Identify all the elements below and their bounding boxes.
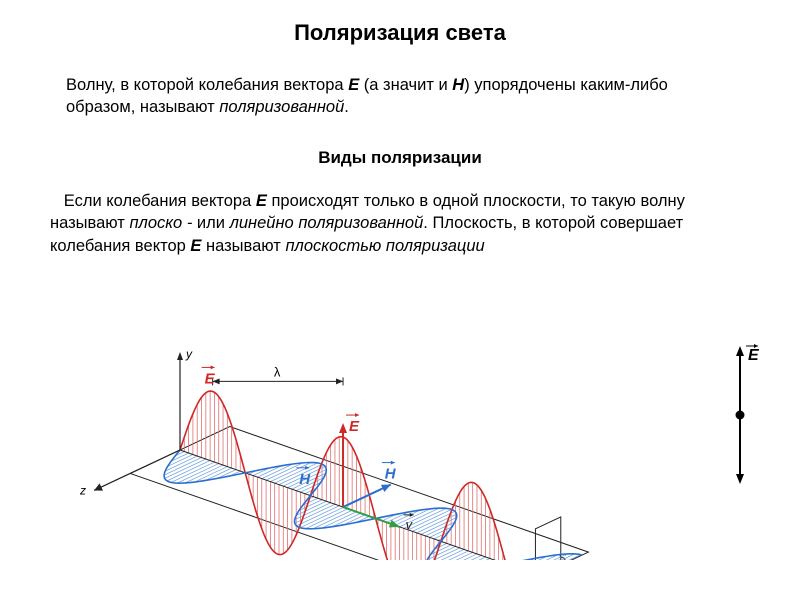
section-subtitle: Виды поляризации bbox=[0, 148, 800, 168]
p2-E2: Е bbox=[190, 237, 201, 255]
p2-t4: называют bbox=[201, 237, 285, 255]
p2-plane: плоско - bbox=[129, 214, 196, 232]
p2-pp: плоскостью поляризации bbox=[285, 237, 484, 255]
p2-E1: Е bbox=[256, 192, 267, 210]
p2-lin: линейно поляризованной bbox=[230, 214, 424, 232]
p1-H: Н bbox=[452, 76, 464, 94]
p1-t4: . bbox=[344, 98, 349, 116]
linear-polarization-indicator: E bbox=[720, 340, 760, 495]
p1-poln: поляризованной bbox=[219, 98, 344, 116]
em-wave-diagram: SyzxλEHvEHv bbox=[60, 280, 620, 565]
svg-text:H: H bbox=[385, 466, 397, 483]
paragraph-definition: Волну, в которой колебания вектора Е (а … bbox=[66, 74, 734, 119]
p2-t1: Если колебания вектора bbox=[64, 192, 256, 210]
svg-text:λ: λ bbox=[274, 364, 281, 379]
p2-or: или bbox=[197, 214, 230, 232]
svg-text:z: z bbox=[79, 483, 86, 497]
p1-t2: (а значит и bbox=[359, 76, 452, 94]
svg-text:E: E bbox=[205, 370, 216, 387]
svg-text:E: E bbox=[349, 418, 360, 435]
svg-text:H: H bbox=[299, 471, 311, 488]
p1-t1: Волну, в которой колебания вектора bbox=[66, 76, 348, 94]
p1-E: Е bbox=[348, 76, 359, 94]
svg-text:E: E bbox=[748, 347, 760, 364]
svg-text:y: y bbox=[185, 347, 193, 361]
page-title: Поляризация света bbox=[0, 20, 800, 46]
paragraph-linear-polarization: Если колебания вектора Е происходят толь… bbox=[50, 190, 750, 257]
